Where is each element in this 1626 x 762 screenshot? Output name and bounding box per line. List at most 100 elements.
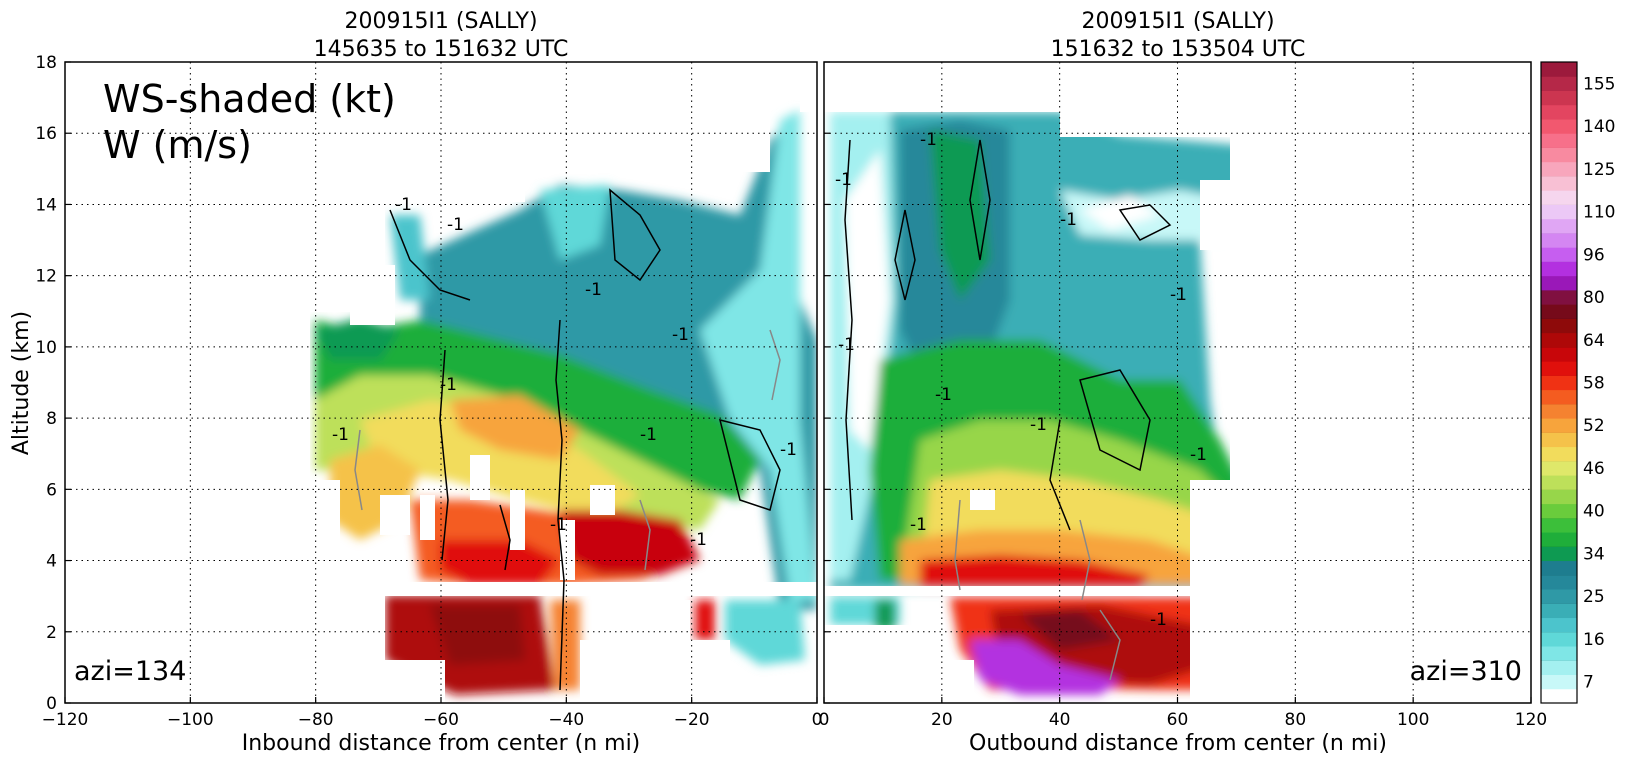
y-tick-label: 4 [46,552,57,572]
colorbar-bin [1541,660,1577,676]
contour-label: -1 [672,325,689,345]
contour-label: -1 [780,440,797,460]
contour-label: -1 [332,425,349,445]
left-data-gaps [65,62,817,703]
colorbar-bin [1541,460,1577,476]
colorbar-bin [1541,361,1577,376]
colorbar-bin [1541,389,1577,405]
colorbar-bin [1541,489,1577,505]
x-tick-label: 120 [1515,710,1547,730]
contour-label: -1 [690,530,707,550]
colorbar-bin [1541,546,1577,562]
y-tick-label: 18 [35,53,57,73]
colorbar-tick-label: 110 [1583,203,1615,223]
x-tick-label: −40 [548,710,584,730]
contour-label: -1 [835,170,852,190]
left-w-contours [354,188,781,691]
contour-label: -1 [550,515,567,535]
x-tick-label: 40 [1049,710,1071,730]
colorbar-bin [1541,503,1577,519]
colorbar-bin [1541,304,1577,319]
colorbar-tick-label: 7 [1583,673,1594,693]
colorbar-bin [1541,204,1577,220]
colorbar-bin [1541,318,1577,334]
colorbar-bin [1541,432,1577,448]
colorbar-bin [1541,375,1577,391]
y-tick-label: 16 [35,124,57,144]
colorbar-bin [1541,289,1577,305]
colorbar-tick-label: 46 [1583,459,1605,479]
colorbar-tick-label: 16 [1583,630,1605,650]
y-tick-label: 12 [35,267,57,287]
colorbar-tick-label: 52 [1583,416,1605,436]
x-tick-label: 0 [819,710,830,730]
left-title-line2: 145635 to 151632 UTC [314,37,569,62]
colorbar-tick-label: 40 [1583,502,1605,522]
colorbar-tick-label: 140 [1583,117,1615,137]
colorbar-tick-label: 96 [1583,245,1605,265]
colorbar-tick-label: 25 [1583,587,1605,607]
left-contour-labels: -1 -1 -1 -1 -1 -1 -1 -1 -1 -1 [332,195,797,550]
colorbar-bin [1541,218,1577,234]
y-tick-label: 2 [46,623,57,643]
colorbar-bin [1541,133,1577,148]
x-tick-label: −100 [167,710,214,730]
x-tick-label: 80 [1285,710,1307,730]
colorbar-labels: 7 16 25 34 40 46 52 58 64 80 96 110 125 140 155 [1583,74,1615,692]
colorbar-bin [1541,688,1577,704]
colorbar-bin [1541,418,1577,433]
colorbar-tick-label: 155 [1583,74,1615,94]
x-tick-label: −60 [423,710,459,730]
contour-label: -1 [1170,285,1187,305]
y-tick-label: 0 [46,694,57,714]
contour-label: -1 [935,385,952,405]
y-tick-label: 14 [35,195,57,215]
colorbar-frame [1540,61,1578,704]
left-azimuth-label: azi=134 [74,656,186,687]
right-ticks: 0 20 40 60 80 100 120 [819,61,1547,730]
contour-label: -1 [447,215,464,235]
right-azimuth-label: azi=310 [1410,656,1522,687]
contour-label: -1 [440,375,457,395]
colorbar-bin [1541,475,1577,490]
right-w-contours [844,139,1172,681]
colorbar-bin [1541,574,1577,590]
contour-label: -1 [838,335,855,355]
x-tick-label: −120 [42,710,89,730]
colorbar-bin [1541,332,1577,348]
right-data-gaps [824,62,1531,703]
colorbar-bin [1541,275,1577,291]
x-tick-label: −20 [674,710,710,730]
right-grid [824,62,1531,703]
colorbar-tick-label: 64 [1583,331,1605,351]
colorbar-bin [1541,517,1577,533]
colorbar-bin [1541,261,1577,277]
colorbar-tick-label: 80 [1583,288,1605,308]
contour-label: -1 [1030,415,1047,435]
colorbar-bin [1541,161,1577,177]
colorbar-bin [1541,403,1577,419]
right-title-line1: 200915I1 (SALLY) [1081,9,1274,34]
colorbar-bin [1541,560,1577,576]
left-x-axis-label: Inbound distance from center (n mi) [242,731,641,756]
colorbar-bin [1541,104,1577,120]
x-tick-label: 20 [931,710,953,730]
x-tick-label: 0 [812,710,823,730]
colorbar-bin [1541,76,1577,91]
colorbar-bin [1541,175,1577,191]
x-tick-label: 60 [1167,710,1189,730]
x-tick-label: −80 [298,710,334,730]
colorbar-tick-label: 125 [1583,160,1615,180]
colorbar-bin [1541,346,1577,362]
colorbar-bin [1541,674,1577,690]
y-tick-label: 6 [46,480,57,500]
colorbar-bin [1541,232,1577,248]
colorbar-bin [1541,90,1577,106]
right-title-line2: 151632 to 153504 UTC [1051,37,1306,62]
colorbar-bin [1541,62,1577,77]
contour-label: -1 [1190,445,1207,465]
colorbar-bin [1541,532,1577,547]
colorbar-tick-label: 34 [1583,544,1605,564]
right-x-axis-label: Outbound distance from center (n mi) [969,731,1387,756]
